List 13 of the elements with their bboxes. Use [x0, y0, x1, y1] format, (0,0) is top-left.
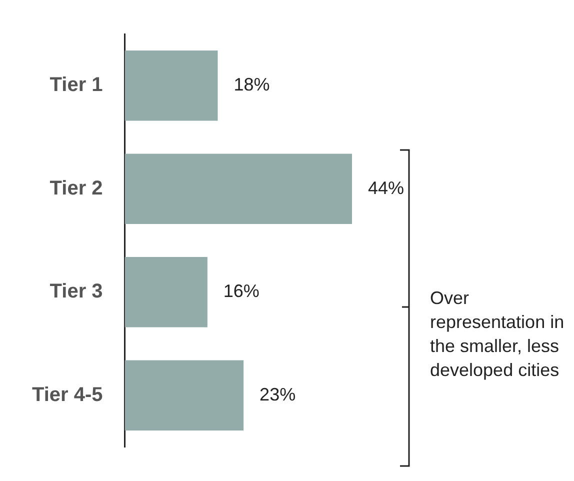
text: Over representation in the smaller, less developed cities: [430, 287, 566, 382]
bar: [124, 50, 218, 121]
data-label: 16%: [223, 281, 260, 302]
y-tick-label: Tier 1: [50, 74, 103, 96]
bar: [124, 257, 208, 328]
data-label: 44%: [368, 178, 404, 198]
y-tick-label: Tier 4-5: [32, 384, 103, 406]
data-label: 23%: [260, 384, 296, 404]
bar: [124, 360, 244, 430]
y-tick-label: Tier 3: [50, 280, 103, 303]
y-tick-label: Tier 2: [50, 177, 103, 200]
bar: [124, 154, 352, 224]
data-label: 18%: [234, 74, 270, 95]
